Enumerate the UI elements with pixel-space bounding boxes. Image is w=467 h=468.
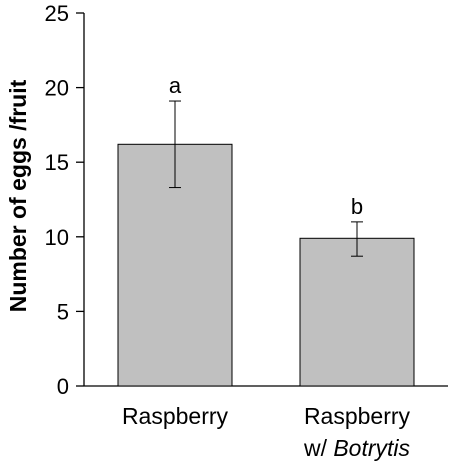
y-axis-label: Number of eggs /fruit [5, 79, 31, 312]
bars [117, 100, 415, 387]
significance-letter: b [351, 194, 363, 219]
y-tick-label: 10 [45, 225, 69, 250]
labels: 0 5 10 15 20 25 a Raspberry b Raspberry w/ Botryti… [45, 1, 411, 461]
y-tick-label: 5 [57, 299, 69, 324]
bar [299, 237, 415, 387]
category-label: Raspberry [304, 403, 411, 429]
y-tick-label: 0 [57, 374, 69, 399]
category-label: Raspberry [122, 403, 229, 429]
y-tick-label: 15 [45, 150, 69, 175]
y-tick-label: 20 [45, 76, 69, 101]
category-label-line2: w/ Botrytis [303, 435, 411, 461]
significance-letter: a [169, 73, 182, 98]
y-tick-label: 25 [45, 1, 69, 26]
